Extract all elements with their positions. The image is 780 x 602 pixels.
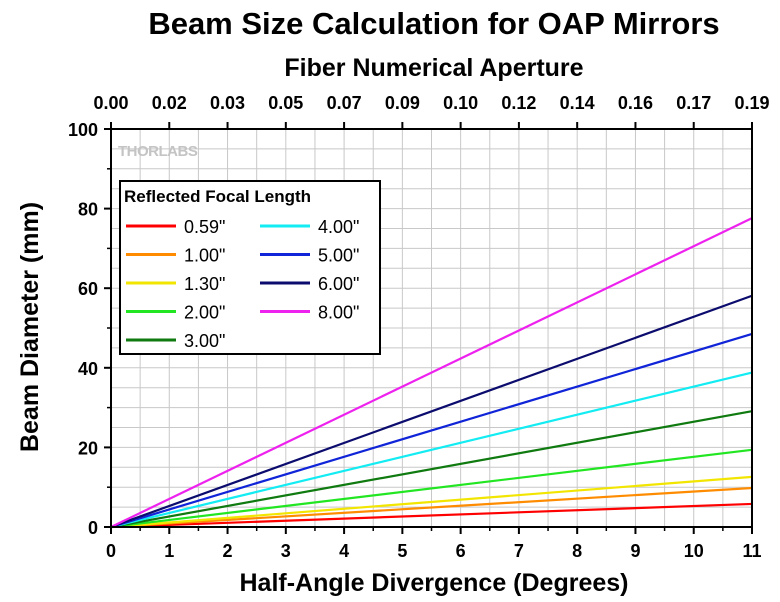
x-tick-label: 0	[106, 541, 116, 561]
y-tick-label: 0	[88, 518, 98, 538]
x-tick-label: 11	[742, 541, 761, 561]
series-line	[110, 502, 753, 529]
y-tick-label: 40	[78, 359, 98, 379]
x-tick-label: 5	[397, 541, 407, 561]
chart-title: Beam Size Calculation for OAP Mirrors	[148, 6, 719, 41]
legend-label: 6.00"	[318, 274, 359, 294]
series-line	[110, 475, 753, 529]
legend-items: 0.59" 1.00" 1.30" 2.00" 3.00" 4.00" 5.00" 6.00"…	[126, 217, 359, 351]
series-line	[110, 371, 753, 529]
x2-tick-label: 0.19	[734, 93, 769, 113]
x2-tick-label: 0.03	[210, 93, 245, 113]
x-tick-label: 7	[514, 541, 524, 561]
x-axis-title: Half-Angle Divergence (Degrees)	[239, 569, 628, 597]
series-line	[110, 332, 753, 529]
series-line	[110, 448, 753, 529]
legend-label: 0.59"	[184, 217, 225, 237]
x-tick-label: 6	[456, 541, 466, 561]
x-tick-label: 2	[223, 541, 233, 561]
legend-label: 5.00"	[318, 246, 359, 266]
x2-tick-label: 0.14	[560, 93, 595, 113]
legend-label: 1.00"	[184, 246, 225, 266]
x2-tick-label: 0.09	[385, 93, 420, 113]
watermark: THORLABS	[118, 143, 198, 160]
x2-tick-label: 0.05	[268, 93, 303, 113]
x2-tick-label: 0.16	[618, 93, 653, 113]
y-tick-label: 20	[78, 438, 98, 458]
series-group	[110, 217, 753, 529]
x2-tick-label: 0.10	[443, 93, 478, 113]
y-tick-label: 100	[68, 120, 98, 140]
y-tick-label: 80	[78, 200, 98, 220]
x-tick-label: 3	[281, 541, 291, 561]
x-tick-label: 9	[630, 541, 640, 561]
legend-box	[119, 180, 381, 355]
x-tick-label: 10	[684, 541, 704, 561]
x2-tick-label: 0.07	[327, 93, 362, 113]
series-line	[110, 486, 753, 529]
top-axis-title: Fiber Numerical Aperture	[284, 54, 583, 82]
x2-tick-label: 0.12	[501, 93, 536, 113]
x-tick-label: 4	[339, 541, 349, 561]
legend-label: 4.00"	[318, 217, 359, 237]
legend-title: Reflected Focal Length	[124, 187, 311, 206]
x2-tick-label: 0.02	[152, 93, 187, 113]
y-axis-title: Beam Diameter (mm)	[16, 202, 44, 452]
legend-label: 8.00"	[318, 303, 359, 323]
x2-tick-label: 0.00	[93, 93, 128, 113]
legend-label: 1.30"	[184, 274, 225, 294]
x-tick-label: 8	[572, 541, 582, 561]
y-tick-label: 60	[78, 279, 98, 299]
x-tick-label: 1	[164, 541, 174, 561]
series-line	[110, 410, 753, 529]
series-line	[110, 294, 753, 529]
ticks: 0 1 2 3 4 5 6 7 8 9 10 11 0.00 0.02 0.03 0.05 0.07 0.09 0.…	[68, 93, 770, 561]
legend: Reflected Focal Length 0.59" 1.00" 1.30" 2.…	[119, 180, 381, 355]
series-line	[110, 217, 753, 528]
legend-label: 2.00"	[184, 303, 225, 323]
legend-label: 3.00"	[184, 331, 225, 351]
x2-tick-label: 0.17	[676, 93, 711, 113]
